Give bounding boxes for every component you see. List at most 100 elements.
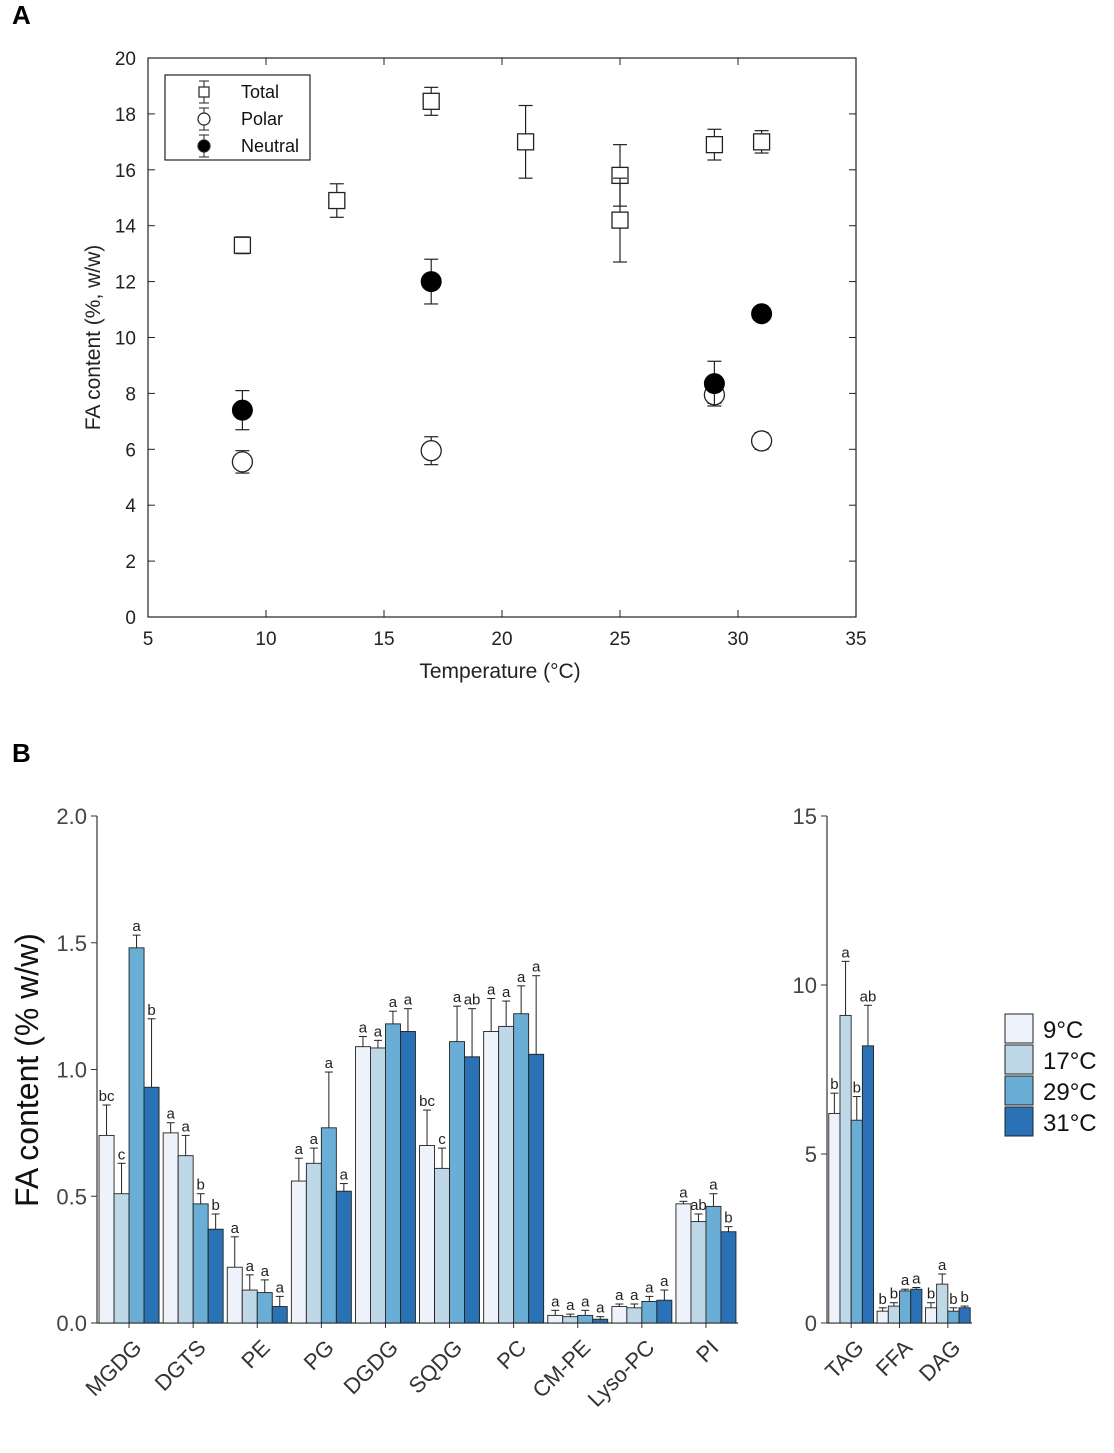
significance-letter: b — [960, 1289, 968, 1306]
bar-dgts-17-c — [177, 1155, 194, 1324]
neutral-point — [703, 373, 725, 395]
bar-dag-9-c — [924, 1307, 938, 1324]
x-tick-label: 10 — [255, 629, 276, 650]
significance-letter: a — [231, 1220, 240, 1237]
bar-pc-17-c — [498, 1025, 515, 1324]
significance-letter: b — [147, 1002, 155, 1019]
bar-dgts-31-c — [207, 1228, 224, 1324]
significance-letter: a — [581, 1293, 590, 1310]
bar-dgdg-9-c — [355, 1046, 371, 1324]
bar-sqdg-17-c — [434, 1167, 450, 1324]
significance-letter: b — [890, 1286, 898, 1303]
significance-letter: a — [359, 1020, 368, 1037]
panel-label-b: B — [12, 738, 31, 768]
y-tick-label: 1.5 — [56, 931, 87, 956]
y-tick-label: 12 — [115, 273, 136, 294]
x-tick-label: 25 — [609, 629, 630, 650]
bar-mgdg-9-c — [98, 1134, 115, 1324]
y-tick-label: 2.0 — [56, 804, 87, 829]
bar-pg-29-c — [320, 1127, 337, 1324]
legend-label-9-c: 9°C — [1043, 1017, 1083, 1044]
bar-pe-9-c — [226, 1266, 243, 1324]
x-tick-label: 30 — [727, 629, 748, 650]
category-label-pc: PC — [492, 1335, 531, 1374]
y-tick-label: 18 — [115, 105, 136, 126]
bar-pi-31-c — [720, 1231, 737, 1324]
bar-pc-9-c — [483, 1031, 500, 1324]
legend-label-neutral: Neutral — [241, 136, 299, 156]
significance-letter: a — [374, 1023, 383, 1040]
total-point — [752, 133, 771, 151]
significance-letter: a — [532, 959, 541, 976]
bar-lyso-pc-9-c — [611, 1306, 628, 1324]
legend-swatch-31-c — [1004, 1106, 1034, 1137]
bar-dag-29-c — [947, 1310, 960, 1324]
panel-a-legend: Total Polar Neutral — [164, 74, 311, 161]
bar-mgdg-17-c — [113, 1193, 130, 1324]
y-tick-label: 1.0 — [56, 1058, 87, 1083]
legend-swatch-17-c — [1004, 1044, 1034, 1075]
category-label-dgdg: DGDG — [339, 1335, 403, 1399]
bar-cm-pe-17-c — [562, 1316, 579, 1324]
significance-letter: ab — [690, 1197, 707, 1214]
y-tick-label: 2 — [125, 552, 136, 573]
x-tick-label: 35 — [845, 629, 866, 650]
bar-sqdg-29-c — [449, 1041, 465, 1324]
legend-marker-total — [198, 86, 210, 98]
x-axis-title: Temperature (°C) — [419, 660, 580, 683]
category-label-tag: TAG — [820, 1335, 869, 1384]
significance-letter: bc — [419, 1093, 435, 1110]
significance-letter: a — [389, 994, 398, 1011]
significance-letter: ab — [464, 992, 481, 1009]
neutral-point — [231, 399, 253, 421]
significance-letter: b — [853, 1080, 861, 1097]
significance-letter: a — [938, 1257, 947, 1274]
y-tick-label: 5 — [805, 1142, 817, 1167]
y-tick-label: 10 — [793, 973, 817, 998]
total-point — [422, 92, 440, 110]
y-tick-label: 0 — [125, 608, 136, 629]
bar-cm-pe-29-c — [577, 1314, 594, 1324]
bar-pi-9-c — [675, 1203, 692, 1324]
category-label-pg: PG — [299, 1335, 339, 1375]
bar-sqdg-9-c — [419, 1145, 435, 1324]
panel-a-scatter-chart: 5 10 15 20 25 30 35 0 2 4 6 8 10 12 14 16 18 20 Temperatur… — [82, 49, 867, 683]
bar-dgdg-17-c — [370, 1047, 386, 1324]
significance-letter: a — [310, 1131, 319, 1148]
legend-label-31-c: 31°C — [1043, 1110, 1097, 1137]
bar-pg-31-c — [335, 1190, 352, 1324]
category-label-pi: PI — [691, 1335, 723, 1367]
significance-letter: a — [901, 1272, 910, 1289]
significance-letter: a — [246, 1258, 255, 1275]
legend-label-29-c: 29°C — [1043, 1079, 1097, 1106]
significance-letter: bc — [99, 1088, 115, 1105]
category-label-sqdg: SQDG — [404, 1335, 467, 1398]
legend-label-total: Total — [241, 82, 279, 102]
significance-letter: b — [927, 1286, 935, 1303]
bar-cm-pe-9-c — [547, 1314, 564, 1324]
bar-dgts-9-c — [162, 1132, 179, 1324]
y-tick-label: 0.0 — [56, 1311, 87, 1336]
bar-pi-17-c — [690, 1221, 707, 1324]
bar-tag-31-c — [861, 1045, 875, 1324]
neutral-point — [751, 303, 773, 325]
bar-tag-17-c — [839, 1014, 852, 1324]
bar-tag-29-c — [850, 1119, 863, 1324]
y-tick-label: 6 — [125, 440, 136, 461]
bar-ffa-29-c — [899, 1290, 912, 1324]
significance-letter: a — [340, 1167, 349, 1184]
bar-pe-17-c — [241, 1289, 258, 1324]
bar-cm-pe-31-c — [592, 1318, 609, 1324]
significance-letter: a — [566, 1297, 575, 1314]
significance-letter: ab — [860, 988, 877, 1005]
bar-lyso-pc-17-c — [626, 1307, 643, 1324]
significance-letter: a — [645, 1279, 654, 1296]
bar-pc-31-c — [528, 1053, 545, 1324]
significance-letter: c — [118, 1146, 126, 1163]
significance-letter: a — [517, 969, 526, 986]
significance-letter: a — [679, 1184, 688, 1201]
significance-letter: a — [551, 1293, 560, 1310]
